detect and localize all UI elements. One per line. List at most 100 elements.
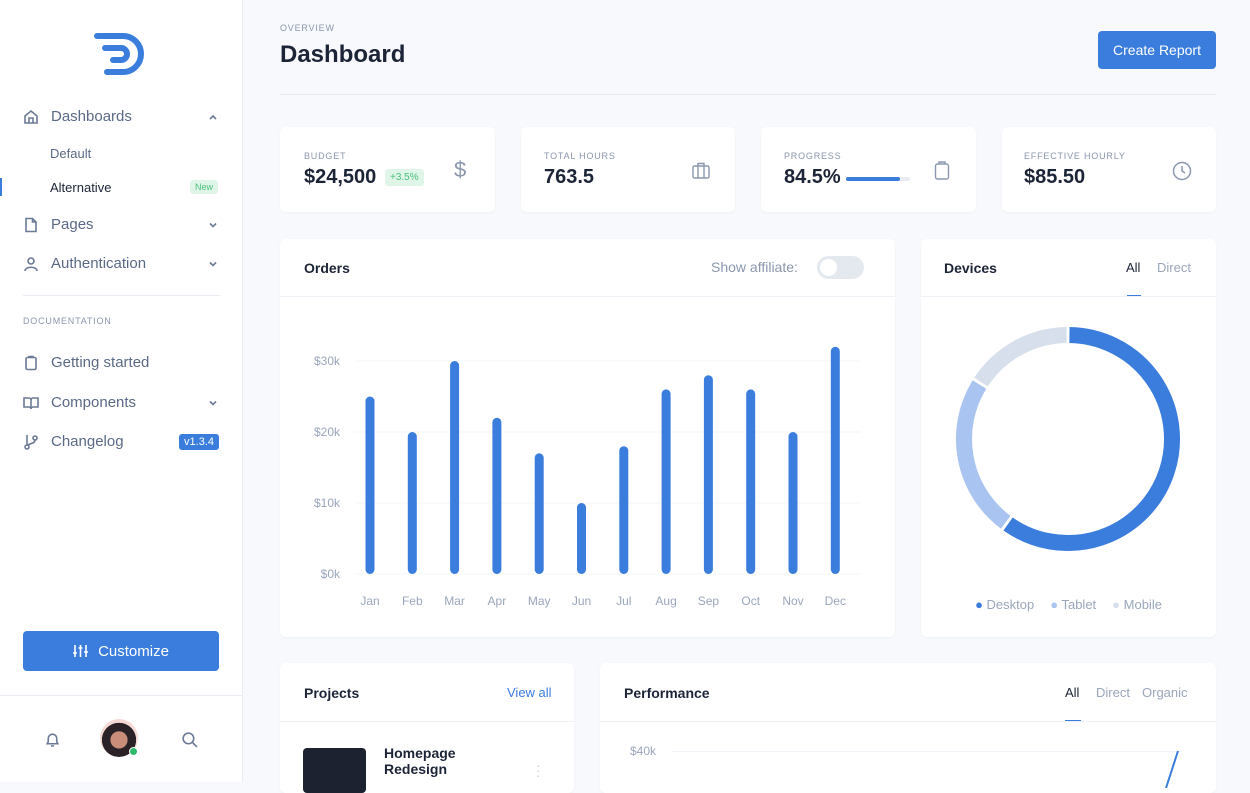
online-status-dot (129, 747, 138, 756)
sidebar-item-pages[interactable]: Pages (23, 216, 219, 233)
donut-slice-tablet (956, 380, 1011, 529)
donut-slice-mobile (974, 327, 1067, 387)
create-report-button[interactable]: Create Report (1098, 31, 1216, 69)
home-icon (24, 109, 38, 124)
stat-label: BUDGET (304, 151, 347, 161)
stat-value: 763.5 (544, 166, 595, 188)
chevron-down-icon (209, 261, 217, 267)
sidebar-subitem-default[interactable]: Default (50, 146, 92, 161)
y-tick-label: $10k (314, 496, 341, 510)
projects-card: Projects View all Homepage Redesign · · · (280, 663, 574, 793)
version-badge: v1.3.4 (179, 433, 219, 450)
tab-all[interactable]: All (1065, 685, 1080, 700)
orders-bar-chart: $0k $10k $20k $30k Jan Feb Mar Apr May Jun Jul Aug S… (314, 346, 860, 608)
x-tick-label: Aug (655, 594, 676, 608)
legend-label: Mobile (1123, 597, 1162, 612)
book-icon (23, 396, 39, 409)
bar-nov (788, 432, 798, 574)
bar-dec (830, 346, 840, 574)
card-title: Projects (304, 685, 360, 701)
sidebar-item-dashboards[interactable]: Dashboards (23, 108, 219, 125)
card-divider (921, 296, 1216, 297)
stat-value: 84.5% (784, 166, 841, 188)
card-title: Orders (304, 260, 350, 276)
bar-jul (619, 446, 629, 574)
card-divider (600, 721, 1216, 722)
y-tick-label: $40k (630, 744, 657, 758)
tab-organic[interactable]: Organic (1142, 685, 1188, 700)
chevron-down-icon (209, 222, 217, 228)
toggle-label: Show affiliate: (711, 259, 798, 275)
donut-legend: ● Desktop ● Tablet ● Mobile (921, 597, 1216, 612)
stat-label: EFFECTIVE HOURLY (1024, 151, 1126, 161)
stat-card-budget: BUDGET $24,500 +3.5% $ (280, 127, 495, 212)
legend-tablet: ● Tablet (1050, 597, 1097, 612)
legend-label: Tablet (1061, 597, 1097, 612)
performance-line (1165, 750, 1179, 788)
tab-all[interactable]: All (1126, 260, 1141, 275)
show-affiliate-toggle[interactable] (817, 256, 864, 279)
clipboard-icon (934, 161, 950, 180)
sidebar-item-label: Changelog (51, 433, 124, 450)
tab-direct[interactable]: Direct (1157, 260, 1191, 275)
stat-label: TOTAL HOURS (544, 151, 616, 161)
tab-direct[interactable]: Direct (1096, 685, 1130, 700)
bar-apr (492, 417, 502, 574)
orders-card: Orders Show affiliate: $0k $10k $20k $30k Ja… (280, 239, 895, 637)
search-icon[interactable] (181, 731, 198, 748)
sidebar-item-label: Getting started (51, 354, 150, 371)
sidebar-item-label: Dashboards (51, 108, 132, 125)
bell-icon[interactable] (44, 731, 61, 748)
x-tick-label: Sep (698, 594, 720, 608)
more-options-icon[interactable]: · · · (536, 757, 541, 783)
project-name[interactable]: Homepage Redesign (384, 745, 456, 777)
briefcase-icon (692, 162, 710, 179)
sidebar-item-authentication[interactable]: Authentication (23, 255, 219, 272)
customize-label: Customize (98, 642, 169, 660)
page-title: Dashboard (280, 41, 406, 68)
stat-label: PROGRESS (784, 151, 842, 161)
bar-mar (450, 361, 460, 574)
bar-jan (365, 396, 375, 574)
bar-feb (407, 432, 417, 574)
y-tick-label: $30k (314, 354, 341, 368)
sidebar-subitem-alternative[interactable]: Alternative (50, 180, 112, 195)
bar-jun (577, 503, 586, 574)
chevron-up-icon (209, 114, 217, 120)
gridline (672, 751, 1182, 752)
devices-donut-chart (956, 327, 1180, 551)
project-thumbnail (303, 748, 366, 793)
customize-button[interactable]: Customize (23, 631, 219, 671)
clipboard-icon (25, 355, 37, 370)
x-tick-label: Feb (402, 594, 423, 608)
x-tick-label: Mar (444, 594, 465, 608)
brand-logo[interactable] (93, 30, 151, 78)
y-tick-label: $0k (321, 567, 341, 581)
x-tick-label: Oct (741, 594, 760, 608)
sidebar-item-getting-started[interactable]: Getting started (23, 354, 219, 371)
stat-value: $24,500 (304, 166, 377, 188)
stat-card-total-hours: TOTAL HOURS 763.5 (521, 127, 735, 212)
divider (0, 695, 243, 696)
legend-label: Desktop (986, 597, 1035, 612)
page-eyebrow: OVERVIEW (280, 23, 335, 33)
x-tick-label: Nov (782, 594, 803, 608)
bar-oct (746, 389, 756, 574)
legend-desktop: ● Desktop (975, 597, 1035, 612)
donut-slice-desktop (1003, 327, 1180, 551)
sidebar-item-changelog[interactable]: Changelog v1.3.4 (23, 433, 219, 450)
x-tick-label: Jun (572, 594, 591, 608)
divider (23, 295, 220, 296)
dollar-icon: $ (454, 157, 467, 182)
user-icon (24, 256, 38, 271)
progress-fill (846, 177, 901, 181)
view-all-link[interactable]: View all (507, 685, 552, 700)
chevron-down-icon (209, 400, 217, 406)
new-badge: New (190, 180, 219, 194)
clock-icon (1172, 161, 1192, 181)
sidebar-item-components[interactable]: Components (23, 394, 219, 411)
sidebar-item-label: Authentication (51, 255, 147, 272)
x-tick-label: Apr (488, 594, 507, 608)
delta-badge: +3.5% (385, 169, 424, 186)
section-label: DOCUMENTATION (23, 316, 112, 326)
